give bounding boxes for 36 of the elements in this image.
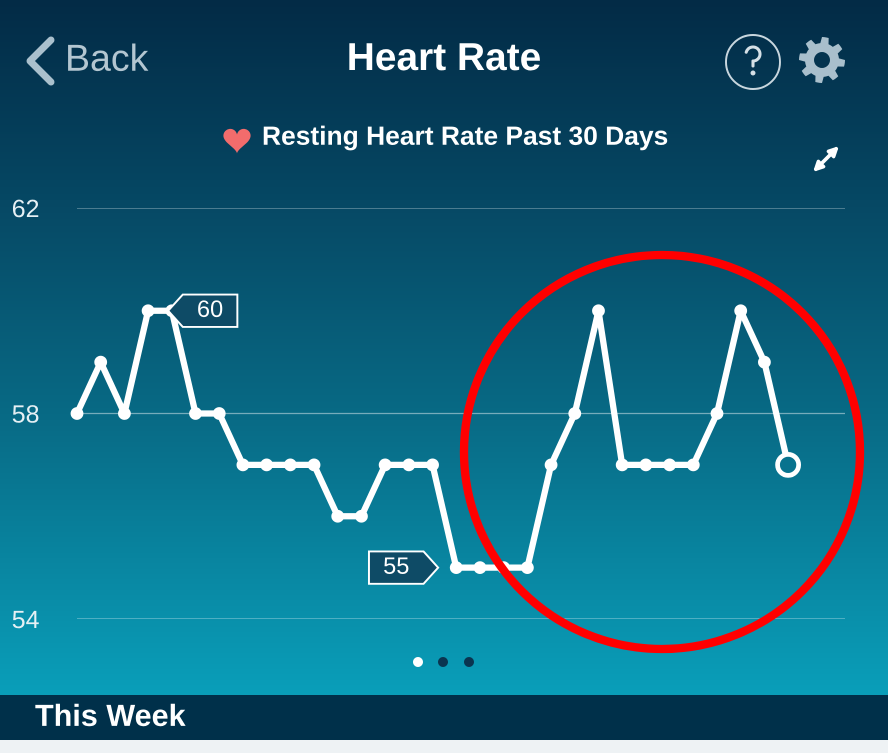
point — [686, 458, 700, 472]
point — [663, 458, 676, 472]
point — [592, 304, 605, 318]
point — [568, 407, 582, 420]
point — [474, 561, 486, 574]
point — [212, 407, 226, 420]
point — [260, 458, 274, 472]
point — [616, 458, 629, 472]
point — [426, 458, 439, 472]
text: This Week — [35, 704, 186, 726]
point — [284, 458, 297, 472]
point — [544, 458, 558, 472]
point — [142, 304, 155, 318]
point — [378, 458, 392, 472]
point — [236, 458, 250, 472]
point — [520, 561, 534, 574]
point — [734, 304, 748, 318]
chart-subtitle: Resting Heart Rate Past 30 Days — [264, 126, 668, 150]
point — [70, 407, 84, 420]
data-label: 60 — [198, 300, 222, 318]
data-label: 55 — [384, 557, 408, 574]
point — [402, 458, 416, 472]
point — [639, 458, 652, 472]
point — [189, 407, 202, 420]
y-tick-label: 58 — [12, 405, 38, 423]
point — [710, 407, 724, 420]
point — [450, 561, 463, 574]
text: Back — [68, 44, 148, 72]
point — [118, 407, 131, 420]
y-tick-label: 62 — [12, 200, 38, 218]
point — [758, 356, 771, 369]
point — [308, 458, 320, 472]
point — [355, 510, 368, 523]
chart-title: Heart Rate — [349, 43, 540, 70]
point — [331, 510, 344, 523]
y-tick-label: 54 — [12, 610, 39, 628]
